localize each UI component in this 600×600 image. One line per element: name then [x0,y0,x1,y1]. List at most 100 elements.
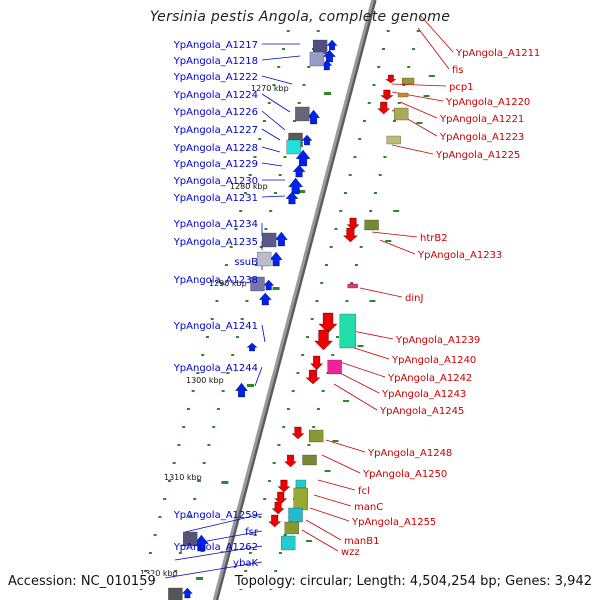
gene-label-left: YpAngola_A1259 [173,510,258,521]
track-dot [254,264,258,266]
gene-label-left: ybaK [233,558,258,569]
track-dot [302,84,306,86]
leader-line [261,75,293,85]
track-dot [367,102,371,104]
gene-label-right: YpAngola_A1242 [387,373,472,384]
track-dot [269,588,273,590]
track-dot [307,66,311,68]
gene-labels: YpAngola_A1217 YpAngola_A1218 YpAngola_A12… [173,40,541,569]
gene-label-left: YpAngola_A1227 [173,125,258,136]
gene-arrow [346,217,360,231]
gene-arrow [291,426,305,440]
track-dot [262,120,266,122]
track-dot [296,372,300,374]
gene-box [386,135,401,145]
track-dot [310,318,314,320]
track-dot [272,462,276,464]
leader-line [379,239,416,255]
gene-arrow [310,355,324,371]
leader-line [325,439,366,453]
gene-label-left: fsr [245,527,259,538]
track-dash [385,240,392,242]
track-dot [350,282,354,284]
track-dot [386,30,390,32]
track-dot [167,480,171,482]
leader-line [164,561,263,579]
track-dot [281,48,285,50]
gene-label-left: YpAngola_A1234 [173,219,258,230]
scale-tick [247,384,254,387]
gene-arrow [288,177,303,195]
gene-arrow [246,342,258,352]
track-dot [202,462,206,464]
gene-arrow [343,227,358,243]
gene-arrow [301,134,313,146]
gene-arrow [380,89,394,101]
gene-label-left: YpAngola_A1262 [173,542,258,553]
gene-label-right: YpAngola_A1233 [417,250,502,261]
gene-arrow [284,454,297,468]
leader-line [313,494,352,507]
track-dot [301,354,305,356]
gene-arrow [385,74,397,84]
leader-line [261,324,266,343]
scale-tick-label: 1280 kbp [230,182,268,191]
track-dot [362,120,366,122]
leader-line [261,93,291,113]
gene-arrow [292,164,306,178]
track-dot [144,570,148,572]
leader-line [261,195,286,198]
track-dot [215,300,219,302]
gene-label-left: YpAngola_A1217 [173,40,258,51]
gene-label-left: YpAngola_A1222 [173,72,258,83]
gene-label-left: YpAngola_A1235 [173,237,258,248]
scale-tick-label: 1270 kbp [251,84,289,93]
track-dot [272,84,276,86]
track-dot [343,192,347,194]
gene-box [397,92,409,98]
gene-box [168,587,183,600]
track-dot [278,174,282,176]
track-dot [297,102,301,104]
track-dot [248,552,252,554]
leader-line [309,507,350,522]
track-dash [423,95,430,97]
leader-line [261,162,283,167]
leader-line [337,371,380,394]
gene-label-left: YpAngola_A1228 [173,143,258,154]
gene-box [284,521,299,535]
gene-arrow [274,491,288,505]
track-dot [191,390,195,392]
leader-line [261,55,301,61]
gene-arrow [182,587,193,599]
track-dot [359,246,363,248]
gene-box [339,313,356,349]
track-dot [291,390,295,392]
track-dot [220,282,224,284]
gene-label-left: YpAngola_A1218 [173,56,258,67]
track-dot [212,426,216,428]
track-dot [277,66,281,68]
gene-arrow [277,479,291,493]
track-dash [416,122,423,124]
gene-arrow [295,149,311,167]
leader-line [359,287,403,298]
track-dot [316,408,320,410]
track-dot [258,138,262,140]
gene-arrow [258,292,272,306]
leader-line [391,144,434,155]
track-dot [148,552,152,554]
track-dot [345,300,349,302]
track-dot [373,192,377,194]
leader-line [317,479,356,491]
track-dot [335,336,339,338]
track-dot [193,498,197,500]
gene-label-right: YpAngola_A1221 [439,114,524,125]
track-dot [274,570,278,572]
leader-line [391,83,447,87]
leader-line [417,27,450,70]
track-dot [267,480,271,482]
gene-label-left: YpAngola_A1230 [173,176,258,187]
gene-box [393,107,409,121]
